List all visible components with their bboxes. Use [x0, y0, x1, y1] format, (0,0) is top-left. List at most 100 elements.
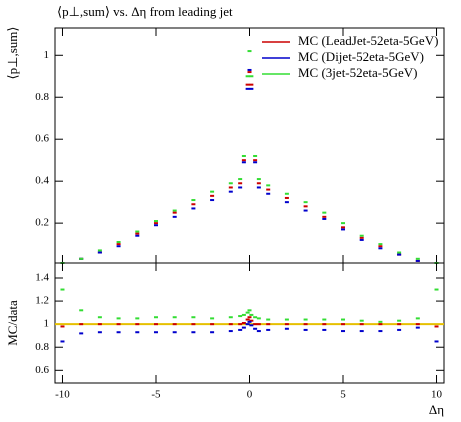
data-point [241, 322, 246, 324]
data-point [210, 331, 215, 334]
data-point [153, 222, 158, 225]
data-point [322, 328, 327, 331]
data-point [397, 253, 402, 256]
data-point [191, 323, 196, 326]
data-point [253, 327, 258, 330]
data-point [153, 316, 158, 319]
data-point [303, 323, 308, 326]
data-point [341, 318, 346, 321]
data-point [378, 243, 383, 246]
data-point [153, 220, 158, 223]
y-tick-label: 0.6 [35, 133, 49, 145]
data-point [172, 209, 177, 212]
data-point [172, 331, 177, 334]
data-point [116, 323, 121, 326]
data-point [249, 313, 254, 316]
data-point [249, 319, 254, 322]
data-point [415, 257, 420, 260]
data-point [241, 326, 246, 329]
data-point [415, 323, 420, 326]
data-point [434, 340, 439, 343]
data-point [256, 323, 261, 326]
data-point [228, 182, 233, 185]
data-point [191, 203, 196, 206]
data-point [322, 211, 327, 214]
data-point [116, 241, 121, 244]
data-point [341, 226, 346, 229]
legend-label: MC (LeadJet-52eta-5GeV) [298, 33, 438, 48]
data-point [303, 205, 308, 208]
data-point [172, 211, 177, 214]
data-point [253, 316, 258, 319]
data-point [303, 328, 308, 331]
data-point [79, 332, 84, 335]
data-point [238, 178, 243, 181]
data-point [378, 323, 383, 326]
data-point [172, 316, 177, 319]
x-tick-label: -5 [151, 389, 161, 401]
data-point [247, 320, 252, 323]
data-point [228, 186, 233, 189]
data-point [228, 330, 233, 333]
data-point [116, 331, 121, 334]
data-point [153, 224, 158, 227]
y-tick-label: 0.2 [35, 217, 49, 229]
data-point [116, 243, 121, 246]
data-point [247, 50, 252, 53]
data-point [172, 323, 177, 326]
data-point [116, 245, 121, 248]
data-point [247, 68, 252, 71]
data-point [253, 323, 258, 326]
data-point [97, 316, 102, 319]
data-point [359, 330, 364, 333]
data-point [79, 257, 84, 260]
data-point [238, 182, 243, 185]
data-point [245, 83, 250, 86]
data-point [341, 323, 346, 326]
data-point [228, 316, 233, 319]
data-point [266, 328, 271, 331]
data-point [245, 311, 250, 314]
data-point [241, 313, 246, 316]
data-point [210, 199, 215, 202]
data-point [249, 75, 254, 78]
data-point [434, 288, 439, 291]
data-point [249, 83, 254, 86]
data-point [415, 259, 420, 262]
data-point [415, 317, 420, 320]
data-point [247, 309, 252, 312]
data-point [172, 215, 177, 218]
data-point [359, 236, 364, 239]
y-tick-label: 1 [44, 49, 50, 61]
data-point [135, 317, 140, 320]
data-point [210, 190, 215, 193]
data-point [210, 323, 215, 326]
data-point [415, 326, 420, 329]
data-point [378, 247, 383, 250]
data-point [341, 222, 346, 225]
chart-title: ⟨p⊥,sum⟩ vs. Δη from leading jet [57, 4, 233, 19]
data-point [284, 327, 289, 330]
data-point [238, 186, 243, 189]
data-point [60, 325, 65, 328]
data-point [322, 215, 327, 218]
data-point [378, 330, 383, 333]
data-point [241, 159, 246, 162]
data-point [256, 182, 261, 185]
data-point [303, 318, 308, 321]
x-tick-label: 5 [340, 389, 346, 401]
legend-label: MC (Dijet-52eta-5GeV) [298, 49, 424, 64]
data-point [191, 331, 196, 334]
data-point [256, 330, 261, 333]
data-point [97, 251, 102, 254]
data-point [245, 323, 250, 326]
data-point [97, 331, 102, 334]
data-point [210, 317, 215, 320]
data-point [191, 207, 196, 210]
x-tick-label: 0 [247, 389, 253, 401]
x-axis-label: Δη [429, 402, 444, 417]
y-tick-label: 1 [44, 318, 50, 330]
data-point [97, 323, 102, 326]
data-point [359, 238, 364, 241]
data-point [247, 71, 252, 74]
